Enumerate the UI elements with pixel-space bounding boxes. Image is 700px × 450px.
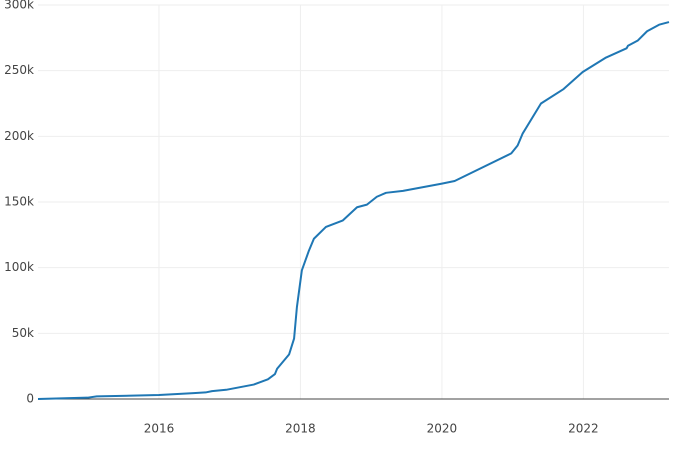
y-tick-label: 100k: [4, 260, 34, 274]
y-tick-label: 50k: [12, 326, 34, 340]
y-tick-label: 250k: [4, 63, 34, 77]
line: [37, 21, 670, 400]
x-tick-label: 2020: [427, 422, 458, 436]
x-tick-label: 2018: [285, 422, 316, 436]
y-tick-label: 300k: [4, 0, 34, 12]
y-tick-label: 200k: [4, 129, 34, 143]
x-tick-label: 2022: [568, 422, 599, 436]
y-tick-label: 150k: [4, 195, 34, 209]
x-tick-label: 2016: [144, 422, 175, 436]
y-tick-label: 0: [26, 392, 34, 406]
